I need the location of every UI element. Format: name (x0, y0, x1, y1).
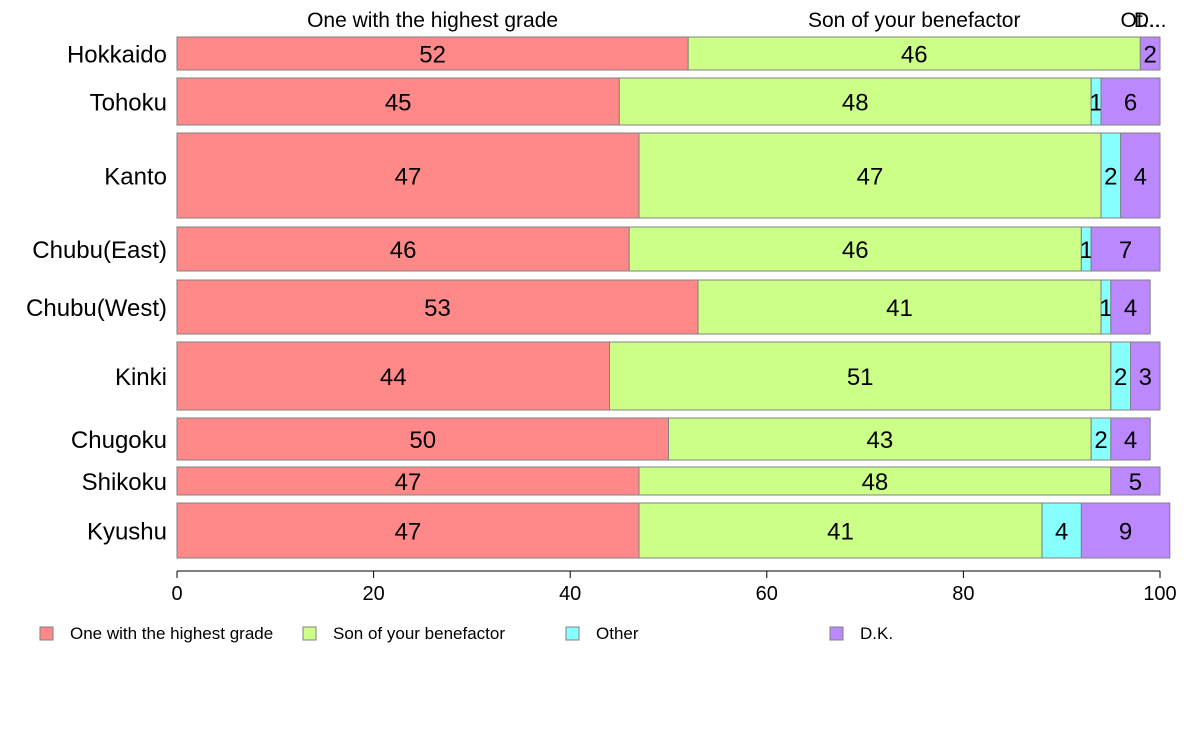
bar-kyushu-d-k (1080, 502, 1171, 559)
data-label-chubu-west-other: 1 (1099, 295, 1112, 322)
bar-kanto-son-of-your-benefactor (638, 132, 1102, 219)
bar-chubu-west-son-of-your-benefactor (697, 279, 1102, 335)
bar-chubu-west-d-k (1110, 279, 1151, 335)
category-label-tohoku: Tohoku (90, 90, 167, 117)
data-label-shikoku-one-with-the-highest-grade: 47 (395, 469, 422, 496)
legend-label-other: Other (596, 624, 639, 643)
x-tick-label: 40 (559, 583, 581, 605)
category-label-kanto: Kanto (104, 164, 167, 191)
bar-kyushu-son-of-your-benefactor (638, 502, 1043, 559)
legend-label-son-of-your-benefactor: Son of your benefactor (333, 624, 505, 643)
bar-chugoku-son-of-your-benefactor (668, 417, 1092, 461)
legend-swatch-other (565, 626, 580, 641)
bar-chugoku-d-k (1110, 417, 1151, 461)
category-label-kinki: Kinki (115, 364, 167, 391)
bar-kanto-d-k (1120, 132, 1161, 219)
data-label-chubu-east-other: 1 (1080, 237, 1093, 264)
data-label-kanto-other: 2 (1104, 164, 1117, 191)
data-label-kanto-one-with-the-highest-grade: 47 (395, 164, 422, 191)
legend-swatch-one-with-the-highest-grade (39, 626, 54, 641)
top-labels: One with the highest grade Son of your be… (307, 9, 1166, 32)
bar-shikoku-son-of-your-benefactor (638, 466, 1112, 496)
legend-label-one-with-the-highest-grade: One with the highest grade (70, 624, 273, 643)
bar-shikoku-one-with-the-highest-grade (176, 466, 640, 496)
legend-swatch-son-of-your-benefactor (302, 626, 317, 641)
category-label-kyushu: Kyushu (87, 519, 167, 546)
data-label-kinki-d-k: 3 (1139, 364, 1152, 391)
data-label-chugoku-son-of-your-benefactor: 43 (866, 427, 893, 454)
data-label-hokkaido-d-k: 2 (1143, 42, 1156, 69)
data-label-chubu-east-one-with-the-highest-grade: 46 (390, 237, 417, 264)
x-axis: 0 20 40 60 80 100 (171, 570, 1177, 605)
category-labels: Hokkaido Tohoku Kanto Chubu(East) Chubu(West… (26, 42, 167, 546)
data-label-kinki-other: 2 (1114, 364, 1127, 391)
data-label-tohoku-d-k: 6 (1124, 90, 1137, 117)
data-label-kanto-son-of-your-benefactor: 47 (857, 164, 884, 191)
x-tick-label: 0 (171, 583, 182, 605)
data-label-kyushu-d-k: 9 (1119, 519, 1132, 546)
category-label-chubu-east: Chubu(East) (32, 237, 167, 264)
data-label-kyushu-one-with-the-highest-grade: 47 (395, 519, 422, 546)
data-label-kyushu-son-of-your-benefactor: 41 (827, 519, 854, 546)
bar-kyushu-other (1041, 502, 1082, 559)
bar-chugoku-one-with-the-highest-grade (176, 417, 669, 461)
x-tick-label: 100 (1143, 583, 1176, 605)
data-label-chubu-west-son-of-your-benefactor: 41 (886, 295, 913, 322)
top-label-son-of-your-benefactor: Son of your benefactor (808, 9, 1020, 32)
category-label-shikoku: Shikoku (82, 469, 167, 496)
data-label-tohoku-other: 1 (1089, 90, 1102, 117)
bar-chubu-east-d-k (1090, 226, 1161, 272)
top-label-one-with-the-highest-grade: One with the highest grade (307, 9, 558, 32)
data-label-hokkaido-son-of-your-benefactor: 46 (901, 42, 928, 69)
category-label-chubu-west: Chubu(West) (26, 295, 167, 322)
legend-label-d-k: D.K. (860, 624, 893, 643)
bar-kanto-one-with-the-highest-grade (176, 132, 640, 219)
bar-shikoku-d-k (1110, 466, 1161, 496)
legend-swatch-d-k (829, 626, 844, 641)
data-label-shikoku-d-k: 5 (1129, 469, 1142, 496)
bar-tohoku-son-of-your-benefactor (618, 77, 1092, 126)
x-tick-label: 20 (362, 583, 384, 605)
data-label-kinki-son-of-your-benefactor: 51 (847, 364, 874, 391)
top-label-ot: Ot... (1120, 9, 1160, 32)
data-label-chubu-west-one-with-the-highest-grade: 53 (424, 295, 451, 322)
data-label-chubu-east-son-of-your-benefactor: 46 (842, 237, 869, 264)
bar-chubu-east-one-with-the-highest-grade (176, 226, 630, 272)
bar-kyushu-one-with-the-highest-grade (176, 502, 640, 559)
category-label-hokkaido: Hokkaido (67, 42, 167, 69)
bar-tohoku-one-with-the-highest-grade (176, 77, 620, 126)
data-label-chubu-east-d-k: 7 (1119, 237, 1132, 264)
legend: One with the highest grade Son of your be… (39, 624, 893, 643)
bar-kinki-son-of-your-benefactor (609, 341, 1112, 411)
data-label-kyushu-other: 4 (1055, 519, 1068, 546)
bar-chubu-west-one-with-the-highest-grade (176, 279, 699, 335)
bar-hokkaido-son-of-your-benefactor (687, 36, 1141, 71)
data-label-tohoku-one-with-the-highest-grade: 45 (385, 90, 412, 117)
bar-tohoku-d-k (1100, 77, 1161, 126)
data-label-chugoku-other: 2 (1094, 427, 1107, 454)
data-label-tohoku-son-of-your-benefactor: 48 (842, 90, 869, 117)
bar-chubu-east-son-of-your-benefactor (628, 226, 1082, 272)
data-label-chubu-west-d-k: 4 (1124, 295, 1137, 322)
data-label-chugoku-d-k: 4 (1124, 427, 1137, 454)
x-tick-label: 60 (756, 583, 778, 605)
x-tick-label: 80 (952, 583, 974, 605)
bar-kinki-d-k (1130, 341, 1161, 411)
data-label-kanto-d-k: 4 (1134, 164, 1147, 191)
bar-kinki-one-with-the-highest-grade (176, 341, 611, 411)
category-label-chugoku: Chugoku (71, 427, 167, 454)
data-label-kinki-one-with-the-highest-grade: 44 (380, 364, 407, 391)
top-label-d: D... (1134, 9, 1167, 32)
data-label-chugoku-one-with-the-highest-grade: 50 (409, 427, 436, 454)
data-label-hokkaido-one-with-the-highest-grade: 52 (419, 42, 446, 69)
bars: 52 46 245 48 1 647 47 2 446 46 1 753 41 1 444 51 2 350 43 2… (176, 36, 1171, 559)
data-label-shikoku-son-of-your-benefactor: 48 (862, 469, 889, 496)
bar-hokkaido-d-k (1139, 36, 1161, 71)
